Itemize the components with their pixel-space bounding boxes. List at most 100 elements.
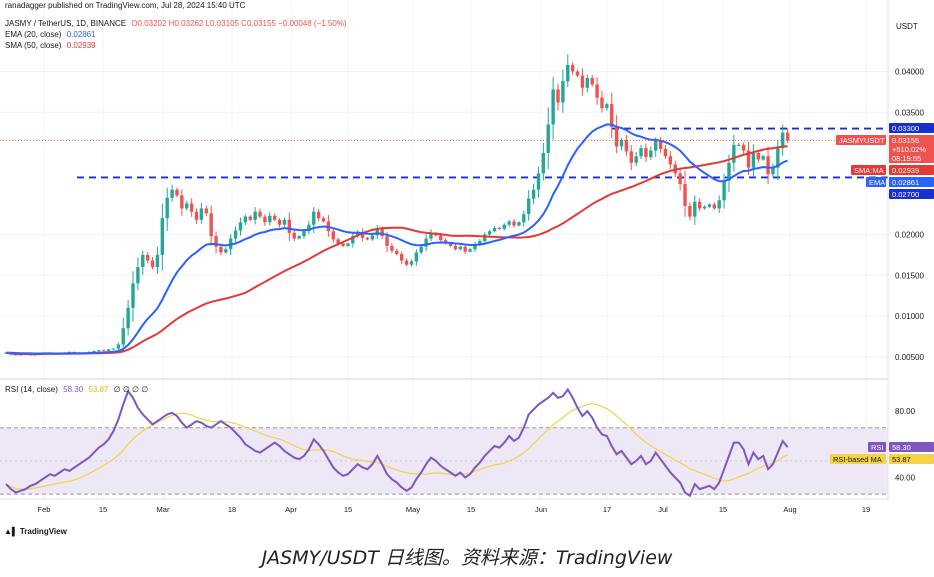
sma-legend-value: 0.02939 [66,41,96,50]
horizontal-levels [77,127,888,179]
candle-body [522,214,526,223]
candle-up [468,248,472,253]
candle-body [771,167,775,175]
candle-up [487,229,492,237]
candle-body [678,173,682,184]
candle-body [658,140,663,149]
candle-body [531,189,536,199]
candle-body [346,243,350,246]
tradingview-logo: ▲▌ TradingView [4,527,67,536]
candle-body [111,348,116,350]
candle-body [219,246,223,253]
candle-body [585,78,590,88]
candle-up [375,224,379,239]
candle-body [702,206,707,209]
candle-up [566,54,570,87]
candle-down [683,170,687,217]
candle-body [448,243,453,246]
candle-up [732,134,736,172]
candle-up [136,257,140,291]
ema-legend-label: EMA (20, close) [5,30,62,39]
candle-body [746,150,751,168]
candle-body [414,252,419,262]
candle-down [321,216,326,223]
candle-body [395,250,399,255]
candle-down [390,243,394,254]
candle-body [610,104,614,127]
candle-body [492,227,497,232]
candle-up [155,246,160,274]
candle-down [248,215,252,221]
candle-down [395,248,399,256]
candle-up [429,229,433,241]
rsi-tag: RSI [868,442,886,452]
time-tick-label: Apr [285,505,297,514]
candle-body [92,351,96,353]
price-tick-label: 0.02000 [895,231,924,240]
candle-body [473,244,477,250]
candle-body [512,221,516,226]
candle-body [277,219,282,225]
candle-body [629,151,633,163]
time-tick-label: 15 [99,505,107,514]
candle-up [409,259,414,267]
candle-body [737,144,741,146]
candle-body [121,328,125,345]
candle-body [693,201,697,217]
rsi-ma-line [5,403,788,490]
candle-up [751,144,756,177]
rsi-band [0,427,888,495]
candle-body [126,307,130,329]
candle-body [619,139,624,147]
rsi-ma-tag-text: RSI-based MA [833,455,882,464]
rsi-legend-extra: ∅ ∅ ∅ ∅ [113,385,149,394]
candle-up [346,242,350,247]
candle-down [766,146,770,185]
last-price-tag-text: 0.03155 [892,136,919,145]
candle-body [209,213,213,237]
rsi-legend-label: RSI (14, close) [5,385,58,394]
candle-up [243,214,248,226]
candle-body [145,254,150,261]
candle-up [707,203,712,208]
candle-up [351,232,355,248]
candle-body [116,344,121,349]
candle-up [141,250,145,275]
candle-body [644,148,648,158]
candle-body [160,218,165,255]
time-tick-label: Mar [157,505,170,514]
candle-down [399,251,404,265]
candle-up [131,271,135,322]
candle-body [419,246,423,253]
candle-body [336,239,340,244]
candle-down [756,150,760,163]
candle-down [287,212,292,242]
candle-up [297,235,301,240]
candle-up [702,205,707,210]
candle-body [776,148,780,168]
ema-price-tag-text: 0.02861 [892,178,919,187]
candle-up [634,152,638,166]
candle-body [341,243,345,246]
candle-body [424,238,428,247]
candle-down [624,134,629,157]
symbol-title: JASMY / TetherUS, 1D, BINANCE [5,19,127,28]
candle-up [424,234,428,252]
candle-up [126,299,130,336]
candle-body [380,228,384,237]
candle-up [116,342,121,352]
candle-body [385,236,389,246]
candle-body [781,132,785,149]
candle-up [585,74,590,93]
candle-body [150,260,155,268]
time-tick-label: 15 [719,505,727,514]
candle-up [473,241,477,252]
rsi-axis-ticks: 40.00 80.00 [895,407,916,482]
candle-up [761,154,765,161]
candle-body [605,104,609,109]
candle-up [536,166,541,198]
symbol-line: JASMY / TetherUS, 1D, BINANCE O0.03202 H… [5,19,347,29]
candle-body [439,235,443,241]
candle-body [199,208,204,220]
candle-body [580,75,585,88]
